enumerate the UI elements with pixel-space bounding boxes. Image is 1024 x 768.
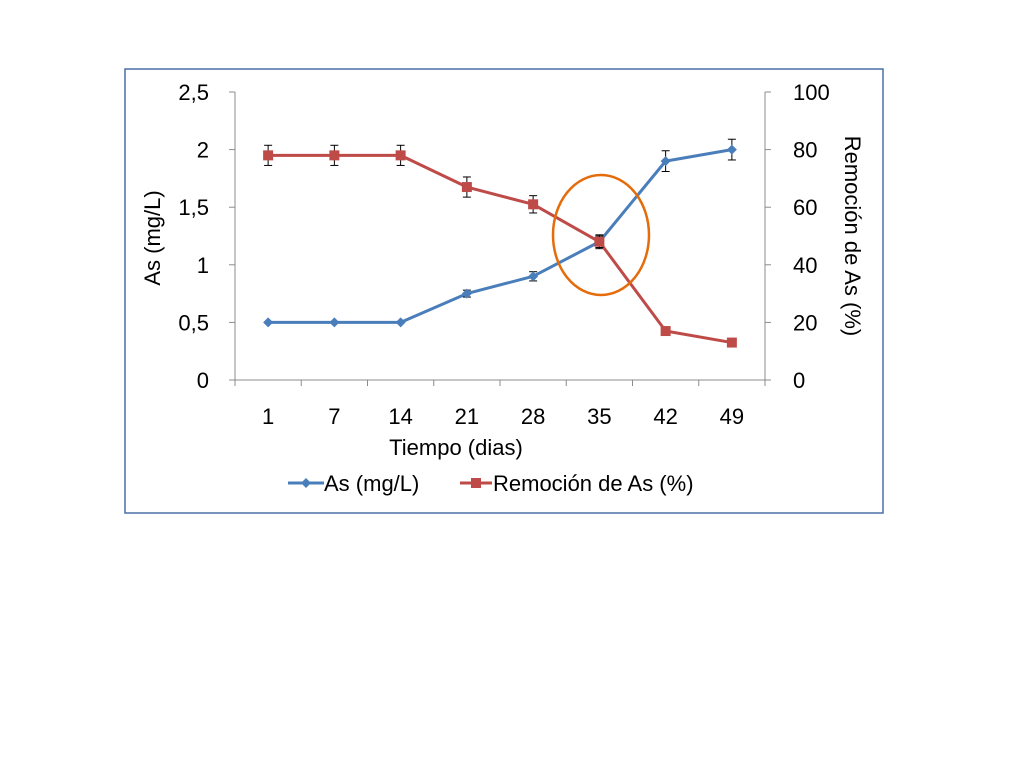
- series-0: [263, 138, 737, 328]
- legend: As (mg/L) Remoción de As (%): [288, 471, 694, 496]
- data-point: [461, 182, 472, 193]
- chart-frame: [124, 68, 884, 514]
- legend-as-marker: [301, 478, 311, 488]
- right-tick-label: 80: [793, 138, 817, 163]
- data-point: [528, 199, 539, 210]
- x-tick-label: 21: [455, 404, 479, 429]
- right-axis-ticks: 0 20 40 60 80 100: [765, 80, 830, 393]
- series-line: [268, 148, 733, 324]
- highlight-ellipse: [551, 173, 651, 297]
- data-point: [263, 317, 274, 328]
- legend-as-label: As (mg/L): [324, 471, 419, 496]
- y-axis-title: As (mg/L): [140, 190, 165, 285]
- left-tick-label: 2: [197, 138, 209, 163]
- series-1: [263, 144, 737, 348]
- data-point: [461, 288, 472, 299]
- data-point: [395, 317, 406, 328]
- data-point: [528, 271, 539, 282]
- data-point: [329, 317, 340, 328]
- legend-removal-label: Remoción de As (%): [493, 471, 694, 496]
- x-tick-label: 28: [521, 404, 545, 429]
- right-tick-label: 0: [793, 368, 805, 393]
- data-point: [660, 156, 671, 167]
- x-tick-label: 7: [328, 404, 340, 429]
- x-tick-label: 42: [653, 404, 677, 429]
- x-axis-ticks: 1 7 14 21 28 35 42 49: [234, 380, 766, 429]
- left-tick-label: 1,5: [178, 195, 209, 220]
- right-tick-label: 40: [793, 253, 817, 278]
- x-tick-label: 49: [720, 404, 744, 429]
- left-tick-label: 2,5: [178, 80, 209, 105]
- data-point: [594, 236, 605, 247]
- y2-axis-title: Remoción de As (%): [840, 136, 865, 337]
- data-point: [263, 150, 274, 161]
- right-tick-label: 20: [793, 310, 817, 335]
- data-point: [395, 150, 406, 161]
- x-tick-label: 14: [388, 404, 412, 429]
- left-tick-label: 0,5: [178, 310, 209, 335]
- data-point: [660, 326, 671, 337]
- left-tick-label: 0: [197, 368, 209, 393]
- right-tick-label: 100: [793, 80, 830, 105]
- series-layer: [263, 138, 737, 348]
- x-tick-label: 35: [587, 404, 611, 429]
- series-line: [268, 153, 733, 345]
- data-point: [329, 150, 340, 161]
- legend-removal-marker: [471, 478, 481, 488]
- left-tick-label: 1: [197, 253, 209, 278]
- data-point: [726, 337, 737, 348]
- x-tick-label: 1: [262, 404, 274, 429]
- right-tick-label: 60: [793, 195, 817, 220]
- x-axis-title: Tiempo (dias): [389, 435, 523, 460]
- left-axis-ticks: 0 0,5 1 1,5 2 2,5: [178, 80, 235, 393]
- data-point: [726, 144, 737, 155]
